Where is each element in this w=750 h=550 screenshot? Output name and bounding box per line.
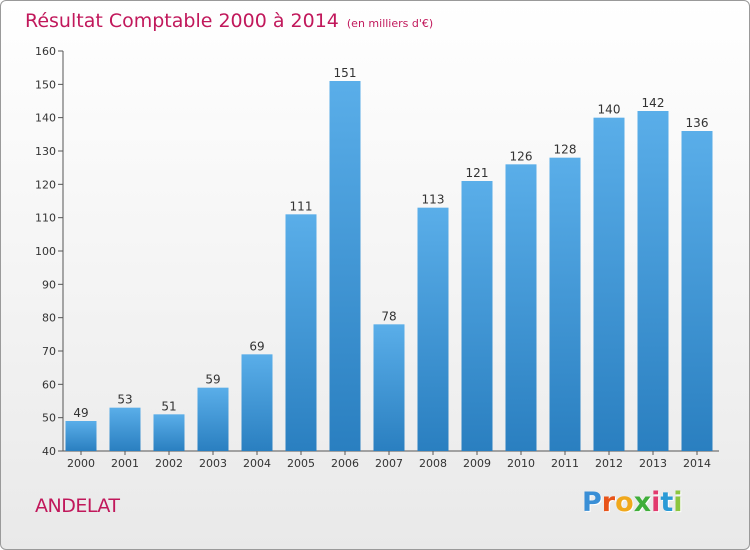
logo-letter: t — [660, 487, 674, 518]
bar-value-label: 111 — [290, 199, 313, 213]
y-tick-label: 100 — [35, 245, 56, 258]
bar — [241, 354, 273, 451]
y-tick-label: 90 — [42, 278, 56, 291]
bars — [65, 81, 713, 452]
y-tick-label: 110 — [35, 212, 56, 225]
bar-value-label: 78 — [381, 309, 396, 323]
bar-value-label: 53 — [117, 393, 132, 407]
chart-title-unit: (en milliers d'€) — [346, 17, 434, 30]
bar-value-label: 140 — [598, 103, 621, 117]
x-tick-label: 2009 — [463, 457, 491, 470]
bar — [417, 207, 449, 451]
y-tick-label: 80 — [42, 312, 56, 325]
bar — [505, 164, 537, 452]
x-tick-label: 2014 — [683, 457, 711, 470]
bar-value-label: 128 — [554, 143, 577, 157]
bar — [285, 214, 317, 451]
x-tick-label: 2006 — [331, 457, 359, 470]
x-tick-label: 2003 — [199, 457, 227, 470]
bar-value-label: 49 — [73, 406, 88, 420]
x-tick-label: 2001 — [111, 457, 139, 470]
logo-letter: r — [601, 487, 616, 518]
bar-value-label: 136 — [686, 116, 709, 130]
bar — [153, 414, 185, 451]
y-axis: 40 50 60 70 80 90 100 110 120 130 140 150 160 — [35, 45, 64, 458]
logo-letter: P — [582, 487, 602, 518]
bar-value-label: 113 — [422, 193, 445, 207]
bar — [681, 131, 713, 451]
logo-letter: i — [673, 487, 683, 518]
bar-value-label: 59 — [205, 373, 220, 387]
bar-value-label: 126 — [510, 149, 533, 163]
x-tick-label: 2013 — [639, 457, 667, 470]
proxiti-logo[interactable]: Proxiti — [582, 487, 683, 523]
x-tick-label: 2004 — [243, 457, 271, 470]
bar — [329, 81, 361, 451]
bar-value-label: 69 — [249, 339, 264, 353]
y-tick-label: 160 — [35, 45, 56, 58]
value-labels: 49 53 51 59 69 111 151 78 113 121 126 128 140 142 136 — [73, 66, 708, 420]
bar-value-label: 151 — [334, 66, 357, 80]
y-tick-label: 150 — [35, 78, 56, 91]
x-tick-label: 2002 — [155, 457, 183, 470]
bar — [593, 117, 625, 452]
logo-letter: i — [651, 487, 661, 518]
x-tick-label: 2005 — [287, 457, 315, 470]
x-axis: 2000 2001 2002 2003 2004 2005 2006 2007 2008 2009… — [63, 450, 719, 470]
y-tick-label: 120 — [35, 178, 56, 191]
y-tick-label: 50 — [42, 412, 56, 425]
bar — [461, 181, 493, 451]
bar — [373, 324, 405, 451]
commune-name: ANDELAT — [35, 495, 120, 517]
bar — [109, 407, 141, 451]
bar-value-label: 142 — [642, 96, 665, 110]
chart-title: Résultat Comptable 2000 à 2014 (en millie… — [25, 9, 433, 33]
bar-value-label: 51 — [161, 399, 176, 413]
y-tick-label: 70 — [42, 345, 56, 358]
y-tick-label: 60 — [42, 378, 56, 391]
x-tick-label: 2007 — [375, 457, 403, 470]
bar-value-label: 121 — [466, 166, 489, 180]
x-tick-label: 2010 — [507, 457, 535, 470]
logo-letter: o — [615, 487, 634, 518]
x-tick-label: 2012 — [595, 457, 623, 470]
y-tick-label: 140 — [35, 112, 56, 125]
y-tick-label: 130 — [35, 145, 56, 158]
bar — [549, 157, 581, 451]
bar — [65, 421, 97, 451]
logo-letter: x — [633, 487, 652, 518]
x-tick-label: 2008 — [419, 457, 447, 470]
chart-title-main: Résultat Comptable 2000 à 2014 — [25, 10, 339, 32]
bar — [637, 111, 669, 451]
x-tick-label: 2011 — [551, 457, 579, 470]
y-tick-label: 40 — [42, 445, 56, 458]
bar — [197, 387, 229, 451]
x-tick-label: 2000 — [67, 457, 95, 470]
